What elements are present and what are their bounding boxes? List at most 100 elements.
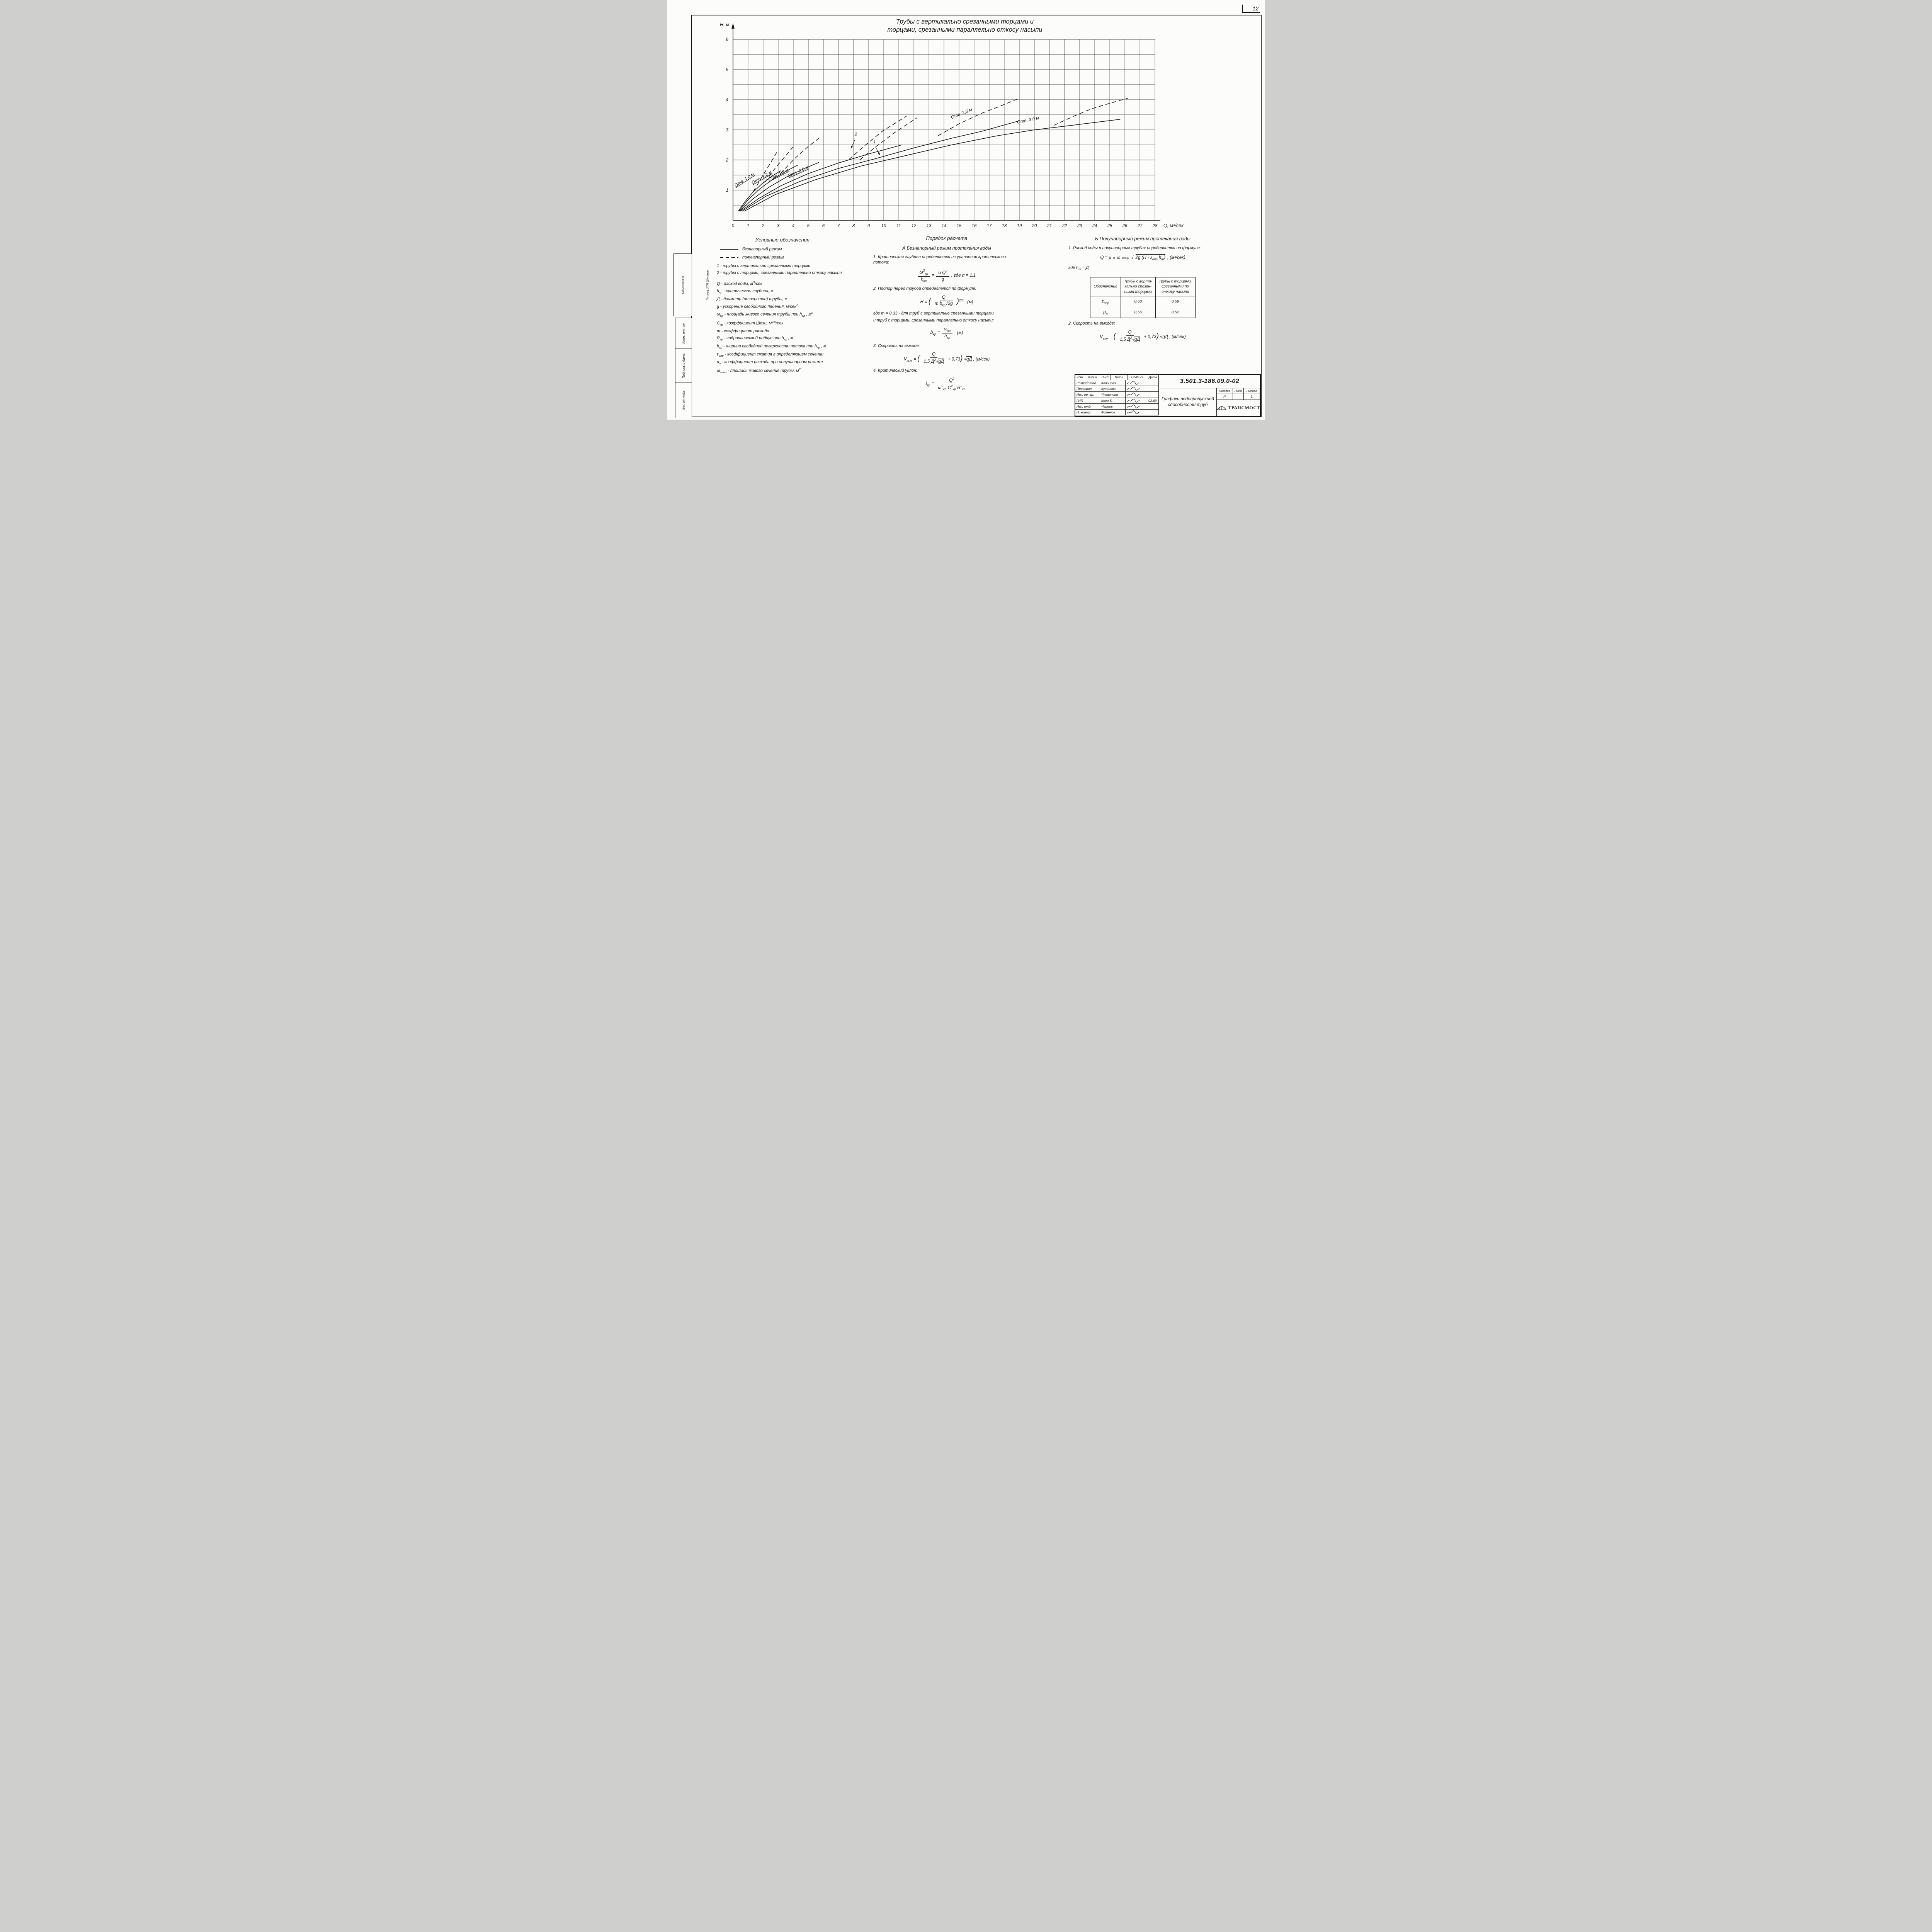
svg-text:13: 13: [927, 224, 932, 228]
legend-items: безнапорный режим полунапорный режим: [717, 247, 848, 260]
staff-date: 02.69: [1147, 398, 1159, 404]
frac-den: hкр: [944, 333, 950, 340]
stage-header-row: Стадия Лист Листов: [1217, 388, 1260, 393]
svg-text:1: 1: [726, 188, 728, 193]
svg-text:20: 20: [1032, 224, 1037, 228]
svg-text:10: 10: [881, 224, 886, 228]
stage-value-cell: [1233, 393, 1244, 400]
staff-role: Разработал: [1075, 380, 1100, 386]
staff-signature: [1126, 398, 1147, 404]
semi-formula2: Vвых = ( Q 1,5 Д2√gД + 0,73) √gД , (м/се…: [1068, 330, 1217, 342]
svg-text:25: 25: [1107, 224, 1112, 228]
svg-text:5: 5: [726, 68, 729, 72]
bridge-icon: [1217, 406, 1226, 410]
table-header-cell: Трубы с верти-кально срезан-ными торцами: [1120, 277, 1156, 297]
chart-title-line2: торцами, срезанными параллельно откосу н…: [887, 26, 1043, 33]
frac-den: g: [941, 277, 944, 282]
staff-date: [1147, 392, 1159, 398]
formula-post: + 0,73) √gД , (м/сек): [947, 354, 990, 362]
approver-label: Гл.спец.ОТП Шульман: [706, 269, 709, 300]
symbol-definition: m - коэффициент расхода: [717, 328, 769, 333]
svg-text:19: 19: [1017, 224, 1022, 228]
signature-scribble: [1127, 387, 1140, 391]
chart-tick-labels: 0 1 2 3 4 5 6 7 8 9 10 11 12 13 14 15 16 17 18 19 20 21 22 23 24…: [720, 22, 1184, 228]
legend-note: 2 - трубы с торцами, срезанными параллел…: [717, 270, 842, 276]
series-solid: [738, 165, 798, 212]
fraction: Q m bкр√2g: [933, 295, 955, 307]
strip-label: Инв. № подл.: [682, 390, 685, 411]
symbol-definition: Скр - коэффициент Шези, м0,5/сек: [717, 320, 784, 327]
signature-scribble: [1127, 410, 1140, 414]
sheet-number: 12: [1242, 5, 1260, 13]
svg-text:11: 11: [896, 224, 901, 228]
series-solid: [744, 119, 1121, 212]
symbol-definition: Д - диаметр (отверстие) трубы, м: [717, 296, 787, 301]
staff-date: [1147, 403, 1159, 410]
staff-signature: [1126, 403, 1147, 410]
svg-text:2: 2: [726, 158, 729, 163]
dashed-line-sample: [720, 257, 738, 258]
table-row: μп 0,56 0,52: [1090, 307, 1196, 318]
fraction: Q 1,5 Д2√gД: [1118, 330, 1142, 342]
semi-title: Б Полунапорный режим протекания воды: [1095, 236, 1191, 242]
series-dashed: [1054, 98, 1128, 126]
staff-name: Кучанова: [1100, 386, 1126, 392]
frac-den: 1,5 Д2√gД: [923, 358, 944, 364]
equals-sign: =: [932, 273, 935, 278]
formula-post: + 0,73) √gД , (м/сек): [1144, 332, 1186, 340]
formula-pre: Н = (: [920, 296, 931, 305]
series-solid: [740, 162, 819, 212]
drawing-sheet: 12 Трубы с вертикально срезанными торцам…: [667, 0, 1265, 420]
svg-text:4: 4: [792, 224, 794, 228]
svg-text:6: 6: [726, 37, 729, 42]
title-block-rows: Разработал Кольцова Проверил Кучанова Нач. п…: [1075, 380, 1159, 416]
leader-arrowhead: [850, 146, 853, 149]
stage-header-cell: Стадия: [1217, 388, 1233, 393]
document-title-line2: способности труб: [1168, 402, 1208, 407]
svg-text:27: 27: [1137, 224, 1143, 228]
title-block-header-cell: Дата: [1147, 375, 1159, 380]
legend-section: Условные обозначения безнапорный режим по…: [717, 236, 848, 376]
signature-scribble: [1127, 393, 1140, 396]
title-block-right: 3.501.3-186.09.0-02 Графики водопропускн…: [1159, 375, 1260, 416]
semi-p1: 1. Расход воды в полунапорных трубах опр…: [1068, 245, 1201, 250]
staff-name: Фоменок: [1100, 409, 1126, 416]
table-cell: 0,59: [1155, 296, 1196, 308]
frac-den: m bкр√2g: [935, 301, 953, 307]
semi-where: где hт = Д: [1068, 265, 1089, 271]
frac-den: ω2кр С2кр R2кр: [938, 384, 966, 391]
svg-text:5: 5: [807, 224, 810, 228]
symbol-definition: g - ускорение свободного падения, м/сек2: [717, 303, 798, 309]
step2-note2: и труб с торцами, срезанными параллельно…: [873, 318, 994, 323]
svg-text:6: 6: [822, 224, 825, 228]
leader-arrowhead: [878, 152, 880, 155]
chart-axes: [731, 23, 1160, 221]
legend-item-label: безнапорный режим: [742, 247, 782, 252]
title-block-header-cell: Подпись: [1128, 375, 1147, 380]
legend-note: 1 - трубы с вертикально срезанными торца…: [717, 263, 811, 268]
svg-text:9: 9: [867, 224, 870, 228]
symbol-definition: ωкр - площадь живого сечения трубы при h…: [717, 311, 813, 318]
approval-col-agreed: Согласовано: [674, 254, 692, 316]
frac-num: ωкр: [942, 327, 953, 333]
svg-text:24: 24: [1092, 224, 1097, 228]
capacity-chart: 0 1 2 3 4 5 6 7 8 9 10 11 12 13 14 15 16 17 18 19 20 21 22 23 24…: [720, 22, 1184, 228]
formula-tail: , где α = 1,1: [951, 273, 976, 278]
staff-name: Чупарнова: [1100, 392, 1126, 398]
step2-note1: где m = 0,33 - для труб с вертикально ср…: [873, 311, 994, 316]
staff-role: Н. контр.: [1075, 409, 1100, 416]
step2-text: 2. Подпор перед трубой определяется по ф…: [873, 286, 976, 291]
procedure-title: Порядок расчета: [926, 235, 968, 241]
series-dashed: [849, 116, 906, 160]
formula-pre: iкр =: [926, 381, 934, 387]
staff-date: [1147, 386, 1159, 392]
signature-scribble: [1127, 405, 1140, 408]
symbol-definitions: Q - расход воды, м3/сек hкр - критическая…: [717, 281, 848, 374]
svg-text:22: 22: [1062, 224, 1067, 228]
staff-name: Чернов: [1100, 403, 1126, 410]
chart-series: [738, 98, 1128, 212]
step2-formula: Н = ( Q m bкр√2g )2/3 , (м): [873, 295, 1020, 307]
frac-num: Q: [940, 295, 947, 301]
